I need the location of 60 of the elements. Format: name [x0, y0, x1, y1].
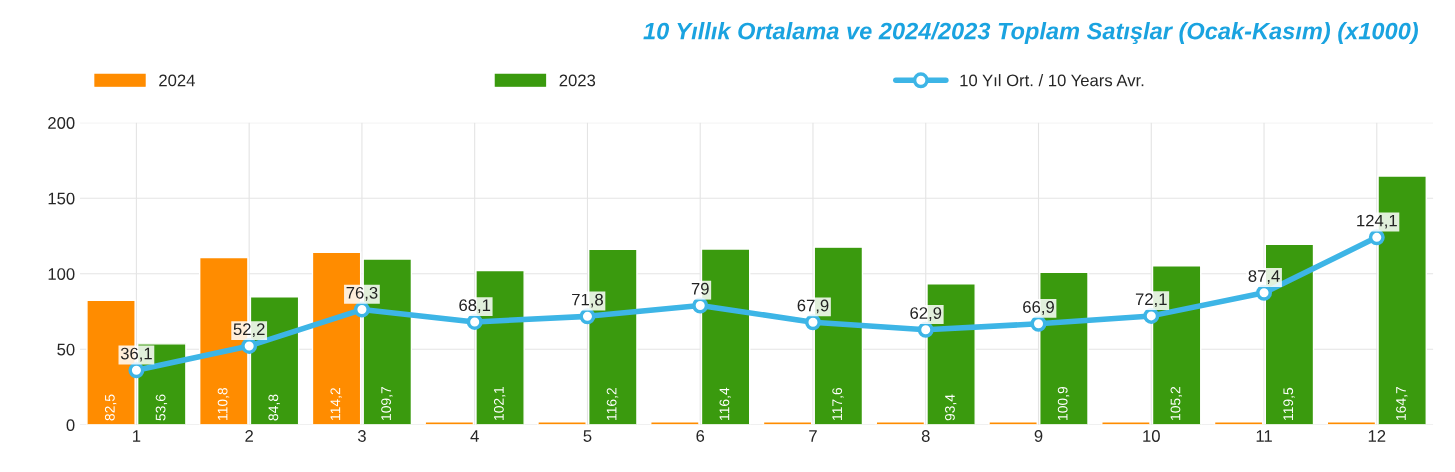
data-label: 68,1	[459, 299, 491, 314]
x-tick-label: 2	[245, 430, 253, 442]
data-label: 100,9	[1057, 386, 1070, 420]
y-tick-label: 100	[48, 268, 75, 280]
x-tick-label: 10	[1143, 430, 1160, 442]
y-tick-label: 0	[66, 419, 75, 431]
data-label: 116,2	[606, 387, 619, 420]
point	[1368, 229, 1385, 246]
data-label: 52,2	[233, 323, 265, 338]
point	[466, 313, 483, 330]
data-label: 66,9	[1023, 301, 1054, 315]
data-label: 72,1	[1135, 293, 1167, 308]
x-tick-label: 1	[133, 430, 141, 442]
x-tick-label: 6	[696, 430, 705, 442]
point	[128, 362, 145, 379]
point	[692, 297, 709, 314]
data-label: 109,7	[381, 386, 393, 420]
data-label: 36,1	[120, 347, 152, 362]
x-tick-label: 8	[921, 430, 930, 442]
point	[1030, 315, 1047, 332]
data-label: 102,1	[493, 386, 506, 420]
data-label: 119,5	[1283, 387, 1295, 420]
chart-title: 10 Yıllık Ortalama ve 2024/2023 Toplam Satışlar (Ocak-Kasım) (x1000)	[643, 22, 1418, 45]
point	[579, 308, 596, 325]
data-label: 164,7	[1396, 386, 1408, 420]
data-label: 53,6	[155, 394, 168, 421]
point	[1143, 307, 1160, 324]
data-label: 105,2	[1170, 386, 1183, 420]
x-tick-label: 3	[357, 430, 366, 442]
data-label: 87,4	[1248, 270, 1280, 284]
data-label: 84,8	[268, 394, 280, 421]
data-label: 116,4	[719, 387, 731, 420]
x-tick-label: 11	[1256, 430, 1272, 442]
data-label: 76,3	[346, 286, 378, 301]
x-tick-label: 5	[583, 430, 592, 442]
data-label: 79	[691, 282, 709, 295]
legend-label: 2023	[559, 74, 596, 87]
data-label: 124,1	[1357, 214, 1397, 229]
point	[917, 321, 934, 338]
legend-label: 10 Yıl Ort. / 10 Years Avr.	[960, 74, 1144, 87]
data-label: 71,8	[572, 293, 603, 308]
y-tick-label: 150	[48, 192, 75, 205]
legend-label: 2024	[159, 74, 195, 87]
x-tick-label: 4	[470, 430, 479, 442]
x-tick-label: 12	[1368, 430, 1386, 442]
point	[1256, 284, 1273, 301]
x-tick-label: 7	[809, 430, 817, 442]
y-tick-label: 200	[48, 117, 75, 129]
y-tick-label: 50	[57, 343, 75, 356]
point	[804, 314, 821, 331]
x-tick-label: 9	[1034, 430, 1043, 442]
data-label: 114,2	[330, 387, 342, 420]
data-label: 110,8	[217, 387, 230, 420]
data-label: 67,9	[797, 299, 829, 314]
data-label: 117,6	[832, 387, 844, 420]
point	[353, 301, 370, 318]
data-label: 62,9	[910, 307, 942, 321]
data-label: 82,5	[104, 394, 117, 421]
data-label: 93,4	[945, 394, 957, 421]
point	[241, 337, 258, 354]
